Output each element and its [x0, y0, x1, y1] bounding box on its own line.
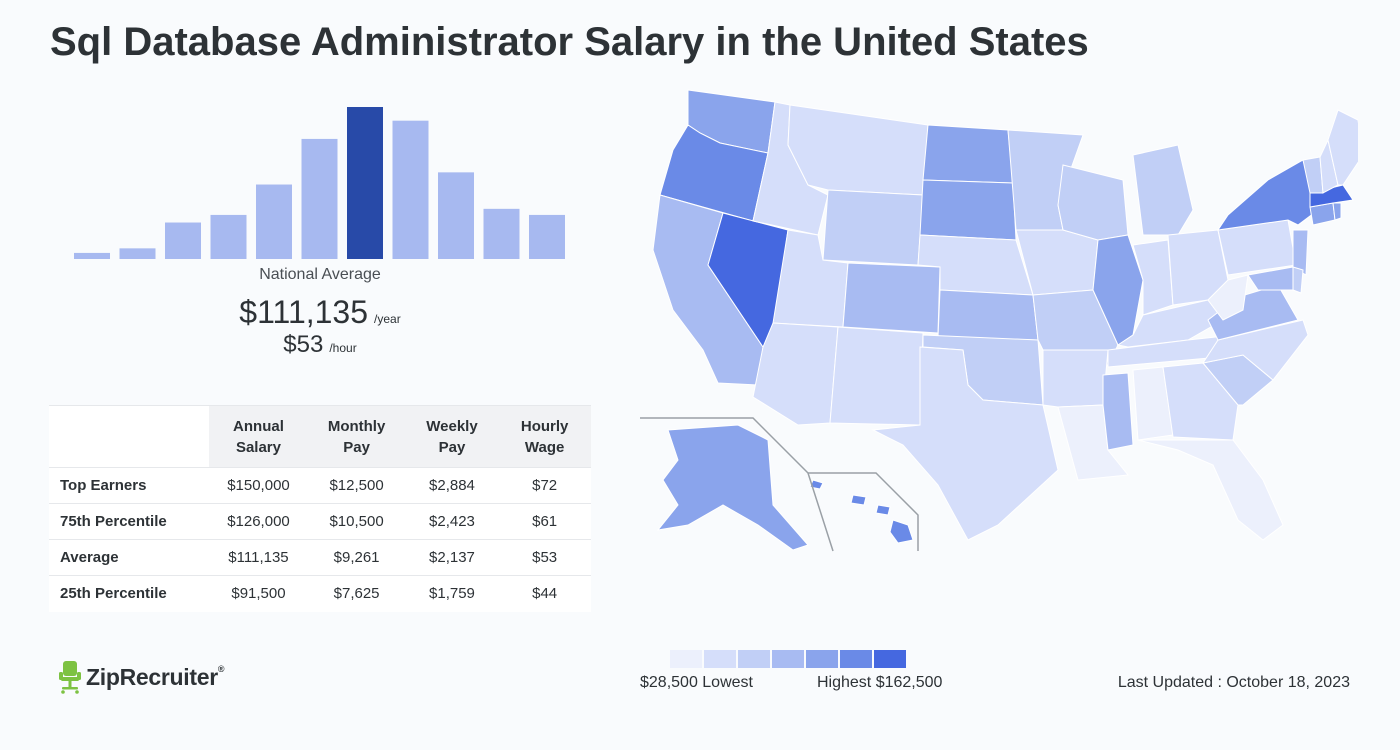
- state-ri: [1332, 202, 1342, 221]
- cell-hourly: $61: [498, 503, 591, 540]
- last-updated: Last Updated : October 18, 2023: [1117, 674, 1350, 691]
- header-annual-text: Annual Salary: [233, 417, 284, 456]
- header-hourly-text: Hourly Wage: [520, 417, 569, 456]
- state-ak: [656, 424, 809, 551]
- state-me: [1327, 109, 1358, 186]
- state-mt: [787, 104, 929, 196]
- state-ga: [1162, 362, 1239, 441]
- salary-table: Annual Salary Monthly Pay Weekly Pay Hou…: [49, 405, 591, 612]
- chair-icon: [59, 661, 81, 694]
- alaska-inset-border: [640, 417, 834, 552]
- legend-low-label: $28,500 Lowest: [640, 674, 753, 691]
- cell-monthly: $9,261: [307, 539, 406, 576]
- histogram-bar: [438, 172, 474, 259]
- brand-text: ZipRecruiter: [86, 663, 218, 690]
- row-label: 25th Percentile: [49, 575, 210, 612]
- table-row: Average $111,135 $9,261 $2,137 $53: [49, 539, 591, 576]
- row-label: Top Earners: [49, 467, 210, 504]
- legend-swatch: [874, 650, 906, 668]
- histogram-bar: [119, 248, 156, 259]
- us-salary-map: [640, 89, 1358, 552]
- hourly-average-value: $53: [283, 331, 324, 358]
- histogram-bar: [392, 120, 429, 260]
- hourly-average: $53/hour: [50, 331, 590, 359]
- histogram-bar: [529, 214, 565, 259]
- row-label: 75th Percentile: [49, 503, 210, 540]
- table-header-weekly: Weekly Pay: [405, 405, 499, 468]
- legend-swatch: [670, 650, 702, 668]
- histogram-bar: [347, 107, 383, 259]
- table-header-annual: Annual Salary: [209, 405, 308, 468]
- histogram-bar: [301, 138, 338, 259]
- row-label: Average: [49, 539, 210, 576]
- state-nj: [1292, 229, 1309, 276]
- state-la: [1057, 404, 1129, 481]
- cell-weekly: $2,423: [405, 503, 499, 540]
- cell-annual: $91,500: [209, 575, 308, 612]
- cell-monthly: $7,625: [307, 575, 406, 612]
- state-ks: [937, 289, 1039, 341]
- cell-monthly: $10,500: [307, 503, 406, 540]
- state-wi: [1057, 164, 1129, 241]
- header-monthly-text: Monthly Pay: [327, 417, 386, 456]
- state-co: [842, 262, 941, 334]
- cell-annual: $126,000: [209, 503, 308, 540]
- cell-weekly: $1,759: [405, 575, 499, 612]
- annual-unit: /year: [374, 312, 401, 326]
- state-mi: [1132, 144, 1194, 236]
- state-ny: [1216, 159, 1319, 231]
- salary-histogram: [74, 107, 565, 260]
- page-title: Sql Database Administrator Salary in the…: [50, 20, 1089, 64]
- table-row: 25th Percentile $91,500 $7,625 $1,759 $4…: [49, 575, 591, 612]
- legend-swatch: [840, 650, 872, 668]
- brand-name: ZipRecruiter®: [86, 663, 225, 691]
- state-in: [1132, 239, 1174, 316]
- state-ms: [1102, 372, 1134, 451]
- state-fl: [1137, 439, 1284, 541]
- table-row: 75th Percentile $126,000 $10,500 $2,423 …: [49, 503, 591, 540]
- cell-hourly: $44: [498, 575, 591, 612]
- hawaii-inset-border: [808, 472, 919, 551]
- national-average-label: National Average: [259, 266, 381, 283]
- registered-mark: ®: [217, 663, 225, 674]
- histogram-bar: [74, 252, 110, 259]
- histogram-bar: [210, 214, 247, 259]
- cell-weekly: $2,137: [405, 539, 499, 576]
- state-nd: [922, 124, 1014, 184]
- state-hi: [809, 479, 914, 544]
- state-nm: [829, 326, 924, 426]
- state-ar: [1042, 349, 1109, 408]
- table-header-hourly: Hourly Wage: [498, 405, 591, 468]
- header-weekly-text: Weekly Pay: [426, 417, 478, 456]
- state-de: [1292, 266, 1304, 294]
- cell-annual: $150,000: [209, 467, 308, 504]
- cell-monthly: $12,500: [307, 467, 406, 504]
- legend-swatch: [772, 650, 804, 668]
- table-header-monthly: Monthly Pay: [307, 405, 406, 468]
- state-sd: [919, 179, 1017, 241]
- state-nc: [1201, 319, 1309, 381]
- legend-high-label: Highest $162,500: [817, 674, 943, 691]
- histogram-bar: [483, 208, 520, 259]
- annual-average: $111,135/year: [50, 294, 590, 331]
- state-wv: [1207, 274, 1249, 321]
- table-row: Top Earners $150,000 $12,500 $2,884 $72: [49, 467, 591, 504]
- cell-annual: $111,135: [209, 539, 308, 576]
- map-legend-swatches: [670, 650, 906, 668]
- ziprecruiter-logo: ZipRecruiter®: [58, 660, 225, 694]
- state-tx: [871, 346, 1059, 541]
- legend-swatch: [738, 650, 770, 668]
- legend-swatch: [806, 650, 838, 668]
- cell-hourly: $72: [498, 467, 591, 504]
- annual-average-value: $111,135: [239, 294, 369, 330]
- cell-hourly: $53: [498, 539, 591, 576]
- table-header-blank: [49, 405, 210, 468]
- legend-swatch: [704, 650, 736, 668]
- cell-weekly: $2,884: [405, 467, 499, 504]
- histogram-bar: [256, 184, 292, 259]
- state-wy: [822, 189, 924, 266]
- hourly-unit: /hour: [329, 341, 357, 355]
- table-header-row: Annual Salary Monthly Pay Weekly Pay Hou…: [49, 405, 591, 468]
- histogram-bar: [165, 222, 201, 259]
